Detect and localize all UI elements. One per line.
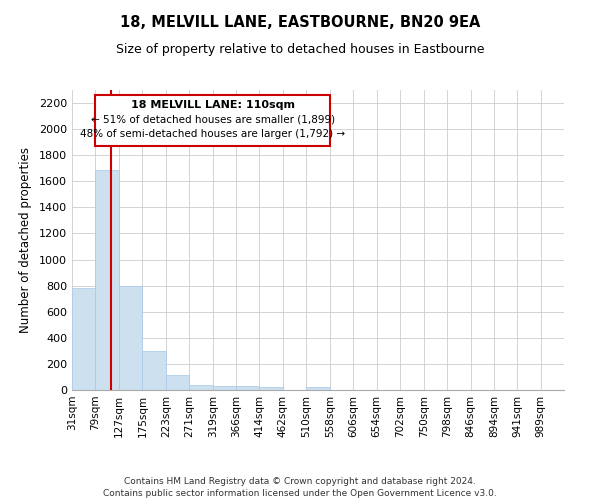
Text: Contains HM Land Registry data © Crown copyright and database right 2024.: Contains HM Land Registry data © Crown c…	[124, 477, 476, 486]
Text: 18 MELVILL LANE: 110sqm: 18 MELVILL LANE: 110sqm	[131, 100, 295, 110]
Bar	[142, 351, 166, 390]
Text: Contains public sector information licensed under the Open Government Licence v3: Contains public sector information licen…	[103, 488, 497, 498]
Bar	[306, 388, 330, 390]
Y-axis label: Number of detached properties: Number of detached properties	[19, 147, 32, 333]
Bar	[236, 386, 259, 390]
Bar	[95, 170, 119, 390]
Text: ← 51% of detached houses are smaller (1,899): ← 51% of detached houses are smaller (1,…	[91, 114, 335, 124]
Bar	[190, 386, 213, 390]
Bar	[119, 286, 142, 390]
Text: Size of property relative to detached houses in Eastbourne: Size of property relative to detached ho…	[116, 42, 484, 56]
Bar	[166, 375, 190, 390]
Bar	[259, 388, 283, 390]
FancyBboxPatch shape	[95, 95, 330, 146]
Text: 18, MELVILL LANE, EASTBOURNE, BN20 9EA: 18, MELVILL LANE, EASTBOURNE, BN20 9EA	[120, 15, 480, 30]
Bar	[213, 386, 236, 390]
Bar	[72, 288, 95, 390]
Text: 48% of semi-detached houses are larger (1,792) →: 48% of semi-detached houses are larger (…	[80, 129, 345, 139]
